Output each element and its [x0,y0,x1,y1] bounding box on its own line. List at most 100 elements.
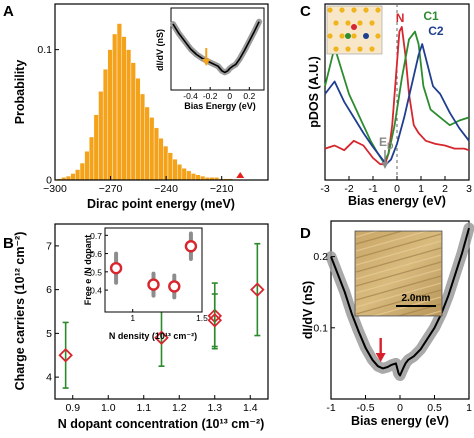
stm-terrace-line [355,231,405,245]
panel-b-x-tick-label: 1.1 [136,402,151,414]
histogram-bar [84,151,90,181]
panel-b-x-tick-label: 1.4 [243,402,258,414]
panel-b-xticks: 0.9 1.0 1.1 1.2 1.3 1.4 [65,395,258,414]
histogram-bar [116,23,122,181]
panel-b-inset-points [109,231,198,300]
panel-c-ed-annotation: ED [379,135,394,169]
panel-b-y-tick-label: 7 [46,240,52,252]
panel-d-red-arrow [375,338,386,362]
histogram-bar [79,162,85,181]
panel-a-x-tick-label: −300 [43,183,67,195]
panel-d-yticks: 0.1 0.2 [313,251,335,334]
inset-circle-marker [168,280,181,293]
histogram-bar [135,78,141,181]
panel-c-series-label-c1: C1 [423,9,439,23]
pdos-line-c2 [324,43,470,166]
panel-c-xticks: -3 -2 -1 0 1 2 3 [320,176,472,195]
panel-b-x-tick-label: 1.0 [101,402,116,414]
panel-b-ylabel: Charge carriers (10¹² cm⁻²) [13,232,27,391]
panel-c-ed-arrowhead [381,162,389,169]
histogram-bar [186,170,192,181]
diamond-marker [250,282,265,297]
stm-terrace-line [355,233,442,259]
panel-b-y-tick-label: 4 [46,372,52,384]
panel-a-frame [54,3,269,181]
histogram-bar [112,33,118,181]
histogram-bar [149,117,155,181]
panel-b-inset-xticks: 1 1.5 [130,309,208,323]
panel-a-ylabel: Probability [13,60,27,125]
panel-c-letter: C [300,3,311,20]
panel-b-x-tick-label: 0.9 [65,402,80,414]
panel-c-lattice-atoms [327,7,381,52]
carbon-atom [375,33,381,39]
panel-a-xlabel: Dirac point energy (meV) [87,197,235,211]
panel-b-yticks: 4 5 6 7 [46,240,59,384]
panel-c-x-tick-label: -1 [368,183,377,195]
carbon-atom [357,46,363,52]
panel-b-frame [54,223,269,400]
panel-c-series-label-n: N [396,11,405,25]
carbon-atom [345,20,351,26]
panel-c-lattice-inset [326,5,383,55]
histogram-bar [195,174,201,181]
histogram-bar [126,49,132,181]
carbon-atom [369,46,375,52]
panel-a-inset-x-tick-label: -0.2 [203,91,218,101]
pdos-line-c1 [324,30,470,164]
carbon-atom [333,46,339,52]
histogram-bar [102,68,108,181]
histogram-bar [93,114,99,181]
carbon-atom [375,7,381,13]
panel-a-xticks: −300 −270 −240 −210 [43,176,234,195]
panel-c-ed-label: ED [379,135,394,151]
histogram-bar [89,136,95,181]
panel-a-inset-ylabel: dI/dV (nS) [155,29,165,71]
stm-terrace-line [355,282,442,308]
arrow-head [375,353,386,362]
histogram-bar [158,138,164,181]
panel-c: C -3 -2 -1 0 1 2 3 Bias energy (eV) pDOS (A.U.… [300,3,472,208]
panel-d-x-tick-label: -1 [326,402,335,414]
pdos-line-n [324,26,470,166]
histogram-bar [177,164,183,181]
panel-a-y-tick-label: 0.1 [37,44,52,56]
panel-b-inset-y-tick-label: 0.7 [90,231,102,241]
panel-a-inset-xticks: -0.4 -0.2 0 0.2 [183,87,255,101]
carbon-atom [363,7,369,13]
stm-terrace-line [355,268,442,294]
inset-circle-marker [147,278,160,291]
nitrogen-atom [351,24,357,30]
panel-b-xlabel: N dopant concentration (10¹³ cm⁻²) [58,417,265,431]
inset-circle-marker [109,261,123,275]
histogram-bar [139,93,146,181]
panel-b-letter: B [3,235,14,252]
panel-d-x-tick-label: 0 [397,402,403,414]
histogram-bar [172,158,178,181]
stm-terrace-line [420,310,442,316]
panel-d-x-tick-label: -0.5 [356,402,374,414]
panel-b-inset-yticks: 0.4 0.5 0.6 0.7 [90,231,108,296]
panel-a-inset-x-tick-label: 0.2 [243,91,255,101]
inset-mean-line [172,21,260,74]
panel-d-xticks: -1 -0.5 0 0.5 1 [326,395,472,414]
panel-b-inset: 1 1.5 0.40.50.60.7 N density (10¹³ cm⁻²) … [83,227,208,341]
panel-a-inset-x-tick-label: -0.4 [183,91,198,101]
panel-b-inset-y-tick-label: 0.4 [90,286,102,296]
inset-circle-marker [184,240,198,253]
histogram-bar [163,145,169,181]
histogram-bar [130,62,136,181]
stm-terrace-line [355,240,442,266]
panel-c-x-tick-label: 2 [442,183,448,195]
diamond-marker [58,347,73,363]
carbon-atom [327,7,333,13]
stm-terrace-line [355,289,442,315]
panel-c-x-tick-label: 1 [418,183,424,195]
panel-a-inset-frame [170,7,265,91]
panel-b-points [58,242,265,389]
carbon-atom [351,7,357,13]
panel-b-y-tick-label: 6 [46,284,52,296]
panel-b-inset-ylabel: Free e /N dopant [83,235,93,306]
histogram-bar [107,49,113,181]
panel-c-lines [324,26,470,166]
